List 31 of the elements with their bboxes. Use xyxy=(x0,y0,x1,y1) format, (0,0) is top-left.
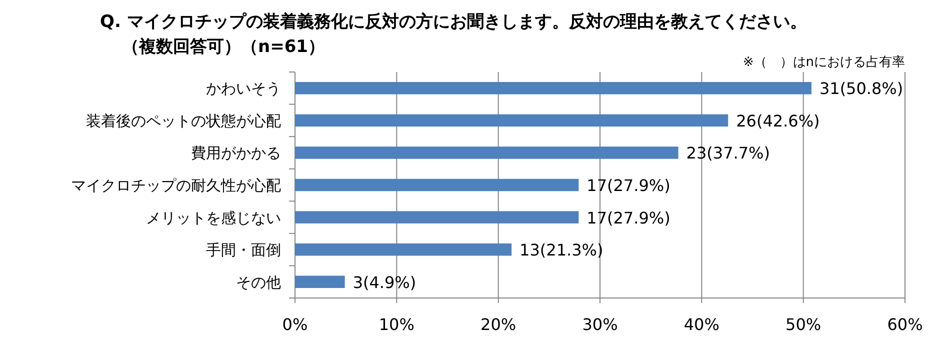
chart-subtitle: （複数回答可）（n=61） xyxy=(122,37,326,57)
data-label: 17(27.9%) xyxy=(586,208,670,228)
data-label: 17(27.9%) xyxy=(586,176,670,195)
y-tick-label: 装着後のペットの状態が心配 xyxy=(86,112,281,130)
x-tick-label: 20% xyxy=(480,315,516,334)
data-label: 13(21.3%) xyxy=(520,240,604,260)
bar xyxy=(295,276,345,288)
data-label: 26(42.6%) xyxy=(736,111,820,130)
data-label: 31(50.8%) xyxy=(819,79,904,98)
x-tick-label: 10% xyxy=(378,315,414,334)
bar xyxy=(295,146,678,159)
x-tick-label: 50% xyxy=(786,315,822,334)
bar xyxy=(295,243,512,256)
chart-title: Q. マイクロチップの装着義務化に反対の方にお聞きします。反対の理由を教えてください。 xyxy=(100,12,807,32)
x-tick-label: 0% xyxy=(282,315,308,334)
x-tick-label: 40% xyxy=(684,315,720,334)
text: ※（ ）はnにおける占有率 xyxy=(742,54,905,70)
y-tick-label: その他 xyxy=(236,273,281,292)
bar xyxy=(295,82,812,94)
x-tick-label: 60% xyxy=(887,315,923,334)
y-tick-label: 手間・面倒 xyxy=(206,241,281,260)
data-label: 3(4.9%) xyxy=(352,272,416,292)
y-tick-label: マイクロチップの耐久性が心配 xyxy=(71,176,281,194)
bar xyxy=(295,114,728,127)
y-tick-label: 費用がかかる xyxy=(191,144,281,162)
bar xyxy=(295,178,579,192)
y-tick-label: メリットを感じない xyxy=(146,208,281,227)
y-tick-label: かわいそう xyxy=(206,80,281,98)
data-label: 23(37.7%) xyxy=(686,144,770,163)
bar xyxy=(295,211,579,224)
x-tick-label: 30% xyxy=(582,315,618,334)
